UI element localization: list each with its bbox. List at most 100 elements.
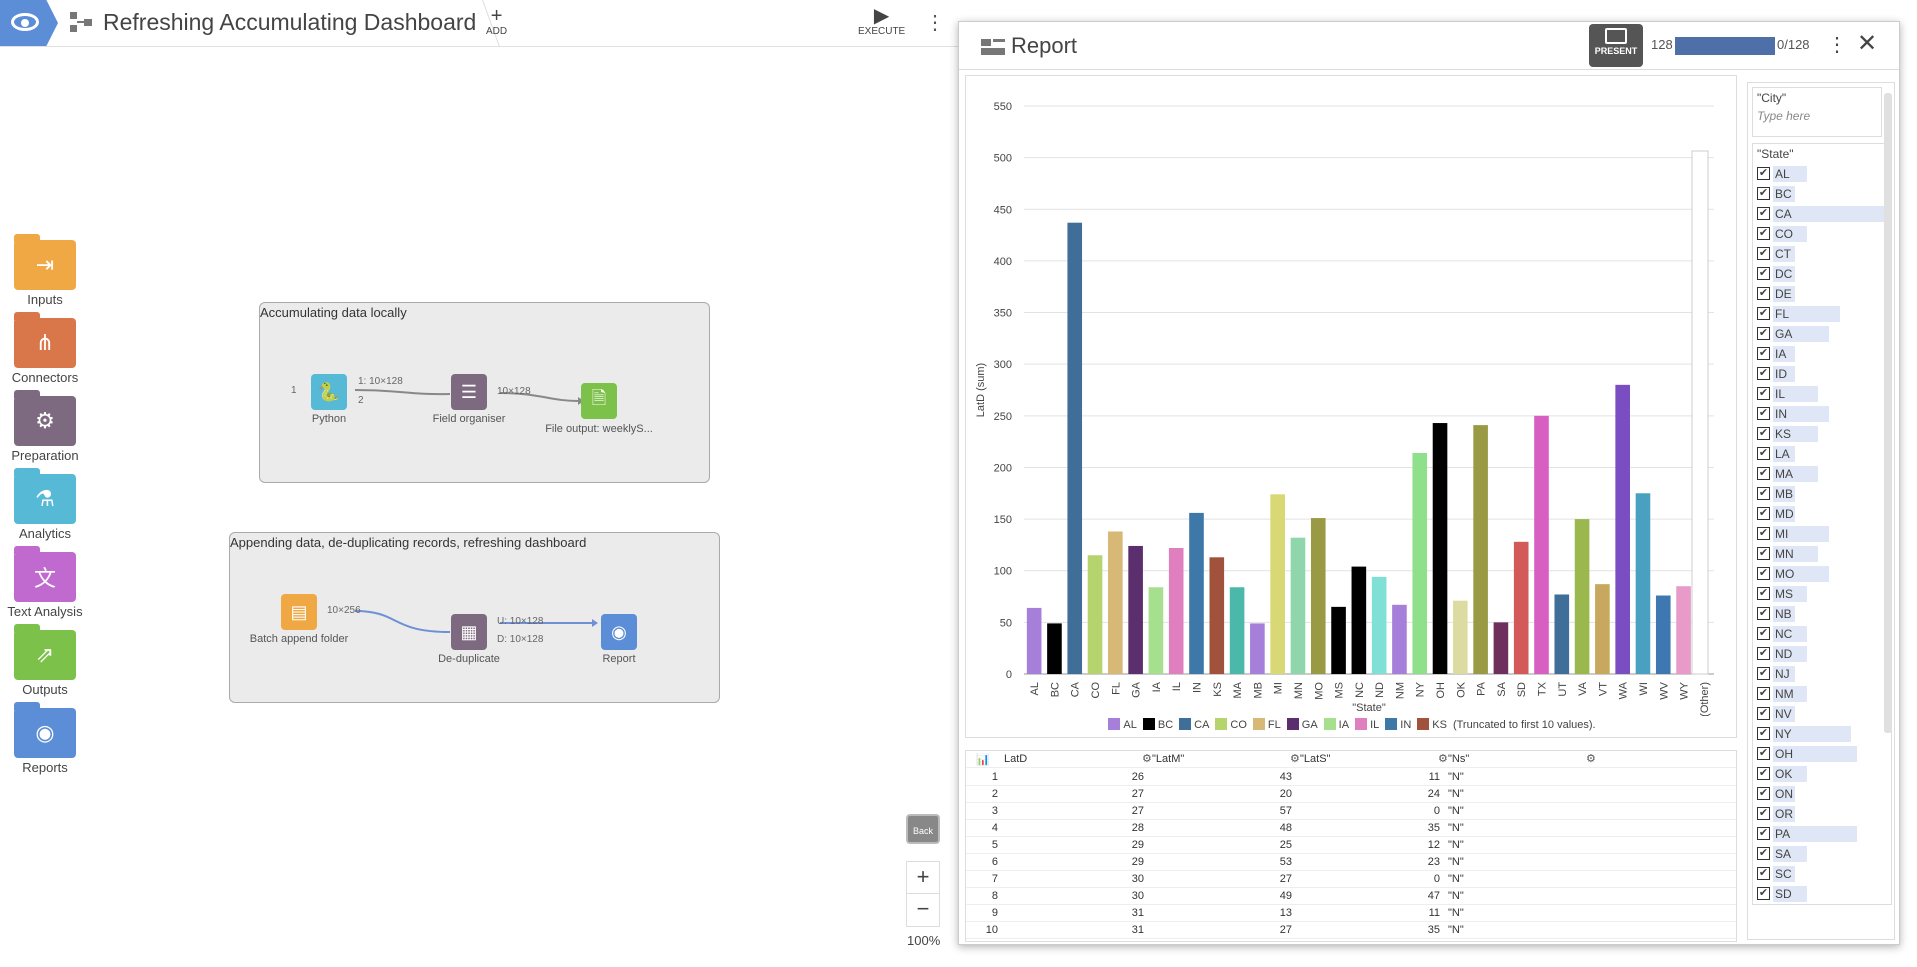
- state-option[interactable]: ✔ DC: [1753, 264, 1891, 284]
- checkbox[interactable]: ✔: [1757, 207, 1770, 220]
- state-option[interactable]: ✔ OK: [1753, 764, 1891, 784]
- category-analytics[interactable]: ⚗: [14, 468, 76, 524]
- checkbox[interactable]: ✔: [1757, 267, 1770, 280]
- checkbox[interactable]: ✔: [1757, 407, 1770, 420]
- app-logo[interactable]: [0, 0, 58, 46]
- state-option[interactable]: ✔ NB: [1753, 604, 1891, 624]
- state-option[interactable]: ✔ NM: [1753, 684, 1891, 704]
- legend-item[interactable]: AL: [1108, 718, 1137, 731]
- field-organiser-node[interactable]: ☰: [451, 374, 487, 410]
- checkbox[interactable]: ✔: [1757, 587, 1770, 600]
- state-option[interactable]: ✔ IN: [1753, 404, 1891, 424]
- checkbox[interactable]: ✔: [1757, 547, 1770, 560]
- checkbox[interactable]: ✔: [1757, 167, 1770, 180]
- state-option[interactable]: ✔ MI: [1753, 524, 1891, 544]
- checkbox[interactable]: ✔: [1757, 807, 1770, 820]
- close-icon[interactable]: ✕: [1857, 30, 1878, 57]
- checkbox[interactable]: ✔: [1757, 247, 1770, 260]
- file-output-node[interactable]: 🗎: [581, 383, 617, 419]
- filter-scrollbar[interactable]: [1884, 93, 1892, 733]
- state-option[interactable]: ✔ MB: [1753, 484, 1891, 504]
- category-reports[interactable]: ◉: [14, 702, 76, 758]
- state-option[interactable]: ✔ NV: [1753, 704, 1891, 724]
- state-option[interactable]: ✔ SC: [1753, 864, 1891, 884]
- checkbox[interactable]: ✔: [1757, 887, 1770, 900]
- checkbox[interactable]: ✔: [1757, 447, 1770, 460]
- more-options-icon[interactable]: ⋮: [925, 12, 945, 34]
- city-search-input[interactable]: Type here: [1757, 109, 1811, 123]
- report-menu-icon[interactable]: ⋮: [1827, 34, 1847, 56]
- state-option[interactable]: ✔ IL: [1753, 384, 1891, 404]
- category-connectors[interactable]: ⋔: [14, 312, 76, 368]
- state-option[interactable]: ✔ ON: [1753, 784, 1891, 804]
- state-option[interactable]: ✔ FL: [1753, 304, 1891, 324]
- state-option[interactable]: ✔ PA: [1753, 824, 1891, 844]
- state-option[interactable]: ✔ SA: [1753, 844, 1891, 864]
- zoom-out-button[interactable]: −: [906, 893, 940, 927]
- state-option[interactable]: ✔ ND: [1753, 644, 1891, 664]
- gear-icon[interactable]: ⚙: [1142, 753, 1152, 765]
- state-option[interactable]: ✔ SD: [1753, 884, 1891, 904]
- state-option[interactable]: ✔ CT: [1753, 244, 1891, 264]
- legend-item[interactable]: IL: [1355, 718, 1379, 731]
- legend-item[interactable]: IA: [1323, 718, 1349, 731]
- checkbox[interactable]: ✔: [1757, 707, 1770, 720]
- legend-item[interactable]: KS: [1417, 718, 1447, 731]
- checkbox[interactable]: ✔: [1757, 187, 1770, 200]
- state-option[interactable]: ✔ MO: [1753, 564, 1891, 584]
- report-node[interactable]: ◉: [601, 614, 637, 650]
- checkbox[interactable]: ✔: [1757, 287, 1770, 300]
- batch-append-node[interactable]: ▤: [281, 594, 317, 630]
- checkbox[interactable]: ✔: [1757, 667, 1770, 680]
- checkbox[interactable]: ✔: [1757, 527, 1770, 540]
- state-option[interactable]: ✔ NJ: [1753, 664, 1891, 684]
- checkbox[interactable]: ✔: [1757, 467, 1770, 480]
- state-option[interactable]: ✔ AL: [1753, 164, 1891, 184]
- legend-item[interactable]: GA: [1286, 718, 1318, 731]
- checkbox[interactable]: ✔: [1757, 867, 1770, 880]
- checkbox[interactable]: ✔: [1757, 307, 1770, 320]
- state-option[interactable]: ✔ BC: [1753, 184, 1891, 204]
- column-header[interactable]: "LatM": [1152, 753, 1185, 765]
- checkbox[interactable]: ✔: [1757, 687, 1770, 700]
- checkbox[interactable]: ✔: [1757, 727, 1770, 740]
- category-inputs[interactable]: ⇥: [14, 234, 76, 290]
- column-header[interactable]: LatD: [1004, 753, 1028, 765]
- state-option[interactable]: ✔ MD: [1753, 504, 1891, 524]
- gear-icon[interactable]: ⚙: [1290, 753, 1300, 765]
- column-header[interactable]: "LatS": [1300, 753, 1331, 765]
- legend-item[interactable]: CO: [1215, 718, 1247, 731]
- state-option[interactable]: ✔ KS: [1753, 424, 1891, 444]
- category-outputs[interactable]: ⇗: [14, 624, 76, 680]
- workflow-title[interactable]: Refreshing Accumulating Dashboard: [103, 9, 477, 35]
- legend-item[interactable]: BC: [1142, 718, 1173, 731]
- state-option[interactable]: ✔ CO: [1753, 224, 1891, 244]
- checkbox[interactable]: ✔: [1757, 747, 1770, 760]
- back-button[interactable]: Back: [906, 814, 940, 844]
- checkbox[interactable]: ✔: [1757, 387, 1770, 400]
- state-option[interactable]: ✔ DE: [1753, 284, 1891, 304]
- state-option[interactable]: ✔ GA: [1753, 324, 1891, 344]
- checkbox[interactable]: ✔: [1757, 227, 1770, 240]
- legend-item[interactable]: IN: [1385, 718, 1411, 731]
- checkbox[interactable]: ✔: [1757, 787, 1770, 800]
- checkbox[interactable]: ✔: [1757, 627, 1770, 640]
- checkbox[interactable]: ✔: [1757, 567, 1770, 580]
- checkbox[interactable]: ✔: [1757, 367, 1770, 380]
- checkbox[interactable]: ✔: [1757, 647, 1770, 660]
- checkbox[interactable]: ✔: [1757, 767, 1770, 780]
- state-option[interactable]: ✔ OR: [1753, 804, 1891, 824]
- zoom-in-button[interactable]: +: [906, 861, 940, 895]
- deduplicate-node[interactable]: ▦: [451, 614, 487, 650]
- gear-icon[interactable]: ⚙: [1438, 753, 1448, 765]
- state-option[interactable]: ✔ NC: [1753, 624, 1891, 644]
- checkbox[interactable]: ✔: [1757, 507, 1770, 520]
- add-button[interactable]: + ADD: [486, 6, 507, 37]
- checkbox[interactable]: ✔: [1757, 427, 1770, 440]
- state-option[interactable]: ✔ CA: [1753, 204, 1891, 224]
- legend-item[interactable]: FL: [1252, 718, 1281, 731]
- state-option[interactable]: ✔ OH: [1753, 744, 1891, 764]
- state-option[interactable]: ✔ MN: [1753, 544, 1891, 564]
- checkbox[interactable]: ✔: [1757, 487, 1770, 500]
- checkbox[interactable]: ✔: [1757, 847, 1770, 860]
